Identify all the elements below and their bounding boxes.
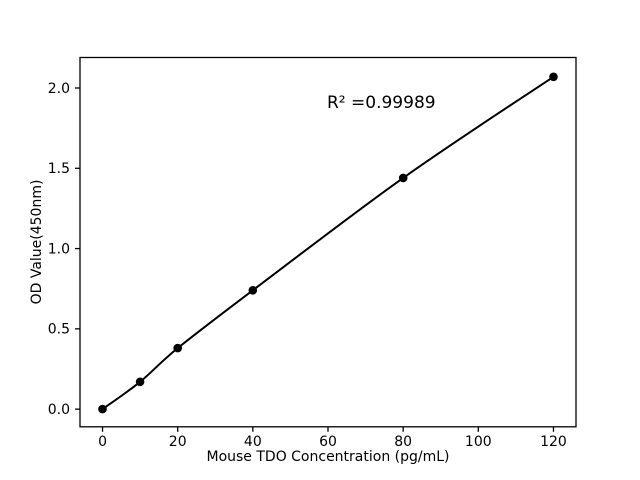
y-tick-label: 0.5 [48,322,70,338]
y-tick-label: 1.5 [48,161,70,177]
x-tick-label: 40 [244,434,262,450]
data-point [248,286,258,295]
data-point [398,173,408,183]
x-axis-label: Mouse TDO Concentration (pg/mL) [206,449,449,465]
data-point [549,72,558,82]
x-tick-label: 60 [319,434,337,450]
x-tick-label: 20 [169,434,187,450]
x-tick-label: 100 [465,434,492,450]
data-point [98,404,107,414]
x-tick-label: 80 [394,434,412,450]
y-tick-label: 1.0 [48,241,70,257]
annotation-r-squared: R² =0.99989 [327,93,436,113]
x-tick-label: 120 [540,434,567,450]
data-point [173,343,182,353]
data-point [135,377,145,387]
y-tick-label: 0.0 [48,402,70,418]
x-tick-label: 0 [98,434,107,450]
plot-area [80,57,576,427]
y-tick-label: 2.0 [48,81,70,97]
y-axis-label: OD Value(450nm) [29,180,45,305]
